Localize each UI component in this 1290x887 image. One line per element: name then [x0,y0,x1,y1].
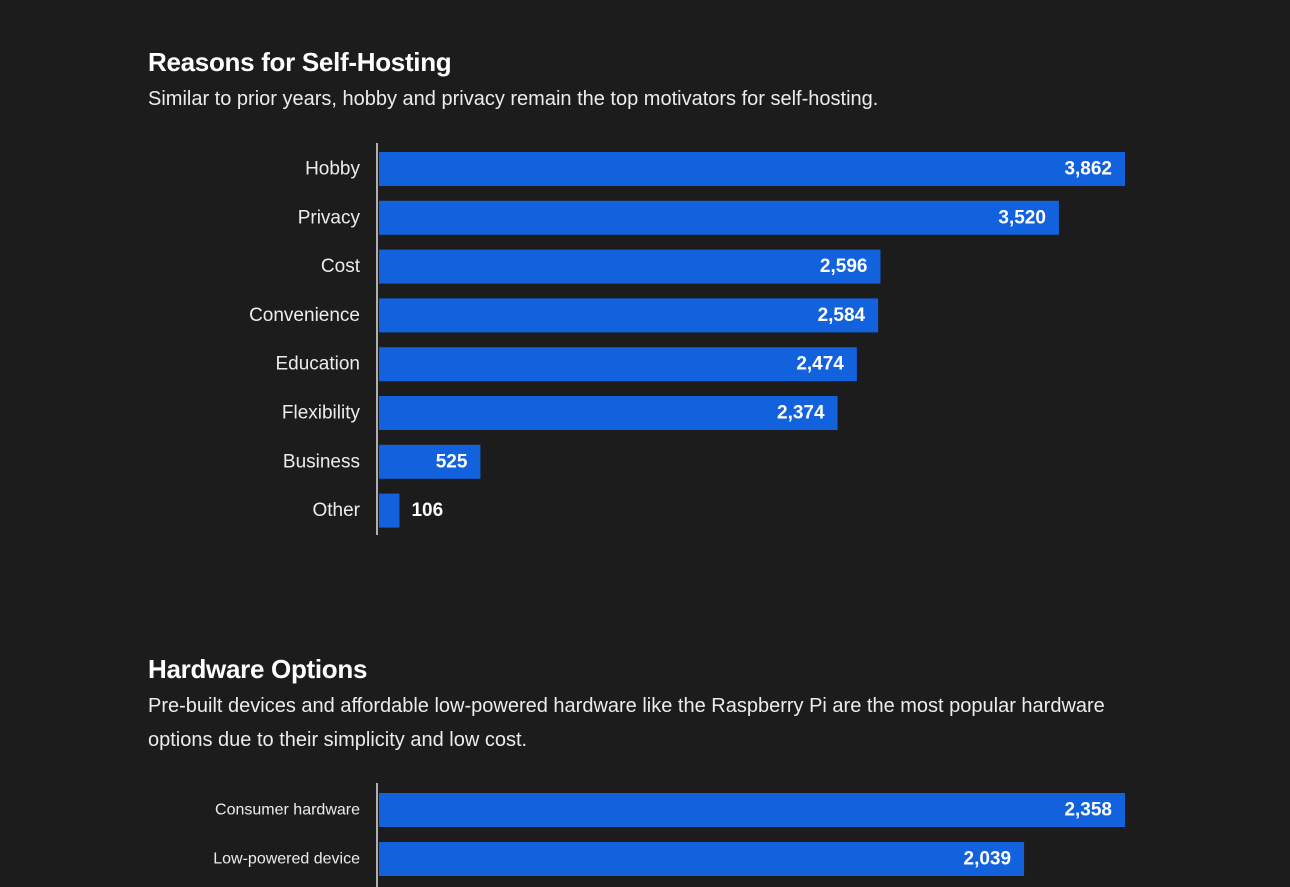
reasons-category-label-flexibility: Flexibility [282,403,361,424]
reasons-bar-hobby [379,152,1125,186]
hardware-value-label-consumer-hardware: 2,358 [1064,800,1112,821]
reasons-value-label-hobby: 3,862 [1064,159,1112,180]
reasons-value-label-privacy: 3,520 [998,207,1046,228]
reasons-bar-education [379,347,857,382]
reasons-category-label-convenience: Convenience [249,305,360,326]
reasons-value-label-business: 525 [436,451,468,472]
reasons-bar-cost [379,249,881,284]
hardware-value-label-low-powered-device: 2,039 [964,849,1012,870]
reasons-bar-chart: Hobby 3,862 Privacy 3,520 Cost 2,596 Convenien… [249,143,1125,535]
hardware-section: Hardware Options Pre-built devices and a… [0,607,1290,887]
hardware-subtitle: Pre-built devices and affordable low-pow… [148,695,1105,751]
hardware-bar-consumer-hardware [379,793,1125,827]
reasons-value-label-convenience: 2,584 [818,305,866,326]
reasons-category-label-cost: Cost [321,256,361,277]
hardware-category-label-consumer-hardware: Consumer hardware [215,802,360,819]
reasons-bar-convenience [379,298,879,333]
reasons-category-label-other: Other [312,500,360,521]
reasons-category-label-privacy: Privacy [298,207,361,228]
reasons-value-label-cost: 2,596 [820,256,868,277]
reasons-bar-business [379,444,481,479]
reasons-bar-flexibility [379,396,838,430]
reasons-subtitle: Similar to prior years, hobby and privac… [148,88,879,110]
reasons-category-label-education: Education [275,354,360,375]
reasons-bar-other [379,493,400,528]
reasons-value-label-other: 106 [411,500,443,521]
reasons-category-label-hobby: Hobby [305,159,360,180]
reasons-category-label-business: Business [283,451,360,472]
hardware-bar-low-powered-device [379,842,1025,876]
reasons-bar-privacy [379,200,1059,235]
reasons-value-label-flexibility: 2,374 [777,403,825,424]
hardware-category-label-low-powered-device: Low-powered device [213,851,360,868]
hardware-bar-chart: Consumer hardware 2,358 Low-powered device… [213,783,1125,887]
reasons-value-label-education: 2,474 [796,354,844,375]
reasons-section: Reasons for Self-Hosting Similar to prio… [148,47,1125,535]
reasons-title: Reasons for Self-Hosting [148,47,452,77]
hardware-title: Hardware Options [148,654,368,684]
